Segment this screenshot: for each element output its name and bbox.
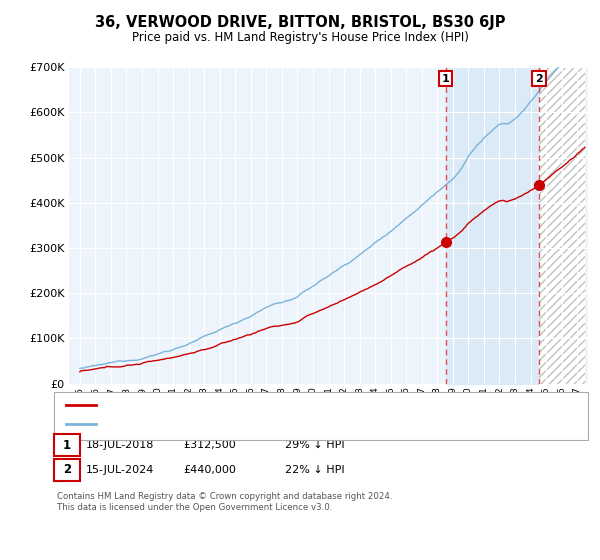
Text: 22% ↓ HPI: 22% ↓ HPI (285, 465, 344, 475)
Text: HPI: Average price, detached house, South Gloucestershire: HPI: Average price, detached house, Sout… (102, 419, 397, 430)
Text: 29% ↓ HPI: 29% ↓ HPI (285, 440, 344, 450)
Text: 1: 1 (442, 73, 449, 83)
Text: 2: 2 (63, 463, 71, 477)
Text: Contains HM Land Registry data © Crown copyright and database right 2024.
This d: Contains HM Land Registry data © Crown c… (57, 492, 392, 512)
Text: 15-JUL-2024: 15-JUL-2024 (86, 465, 154, 475)
Text: 36, VERWOOD DRIVE, BITTON, BRISTOL, BS30 6JP: 36, VERWOOD DRIVE, BITTON, BRISTOL, BS30… (95, 15, 505, 30)
Text: Price paid vs. HM Land Registry's House Price Index (HPI): Price paid vs. HM Land Registry's House … (131, 31, 469, 44)
Text: 2: 2 (535, 73, 543, 83)
Text: 36, VERWOOD DRIVE, BITTON, BRISTOL, BS30 6JP (detached house): 36, VERWOOD DRIVE, BITTON, BRISTOL, BS30… (102, 400, 440, 410)
Text: £440,000: £440,000 (183, 465, 236, 475)
Text: 1: 1 (63, 438, 71, 452)
Text: 18-JUL-2018: 18-JUL-2018 (86, 440, 154, 450)
Text: £312,500: £312,500 (183, 440, 236, 450)
